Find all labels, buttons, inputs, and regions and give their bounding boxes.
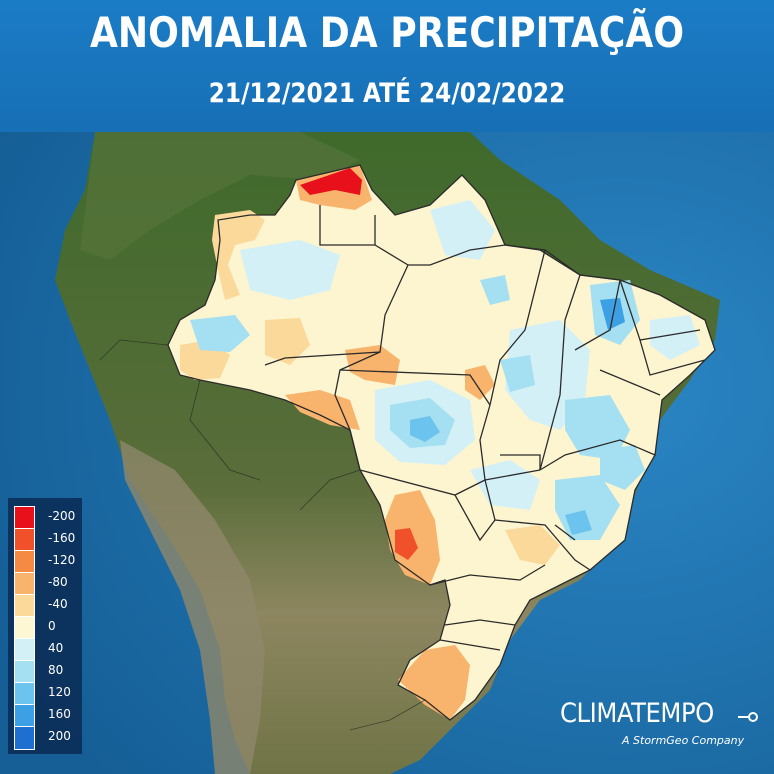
wet-anomalies — [190, 200, 700, 540]
anomaly-patch — [285, 390, 360, 430]
andes-region — [120, 440, 265, 774]
brazil-precipitation-map — [0, 132, 774, 774]
legend-label: 160 — [48, 707, 71, 721]
climatempo-logo: CLIMATEMPO A StormGeo Company — [560, 698, 760, 758]
legend-swatch — [14, 594, 35, 618]
legend-item: 120 — [14, 682, 82, 706]
legend-item: -80 — [14, 572, 82, 596]
legend-item: 40 — [14, 638, 82, 662]
legend-item: 0 — [14, 616, 82, 640]
legend-swatch — [14, 506, 35, 530]
country-borders — [99, 339, 426, 731]
legend-swatch — [14, 616, 35, 640]
anomaly-patch — [345, 345, 400, 385]
anomaly-patch — [212, 210, 265, 300]
color-scale-legend: -200 -160 -120 -80 -40 0 40 80 120 160 2… — [8, 498, 82, 754]
legend-item: 80 — [14, 660, 82, 684]
anomaly-patch — [265, 318, 310, 365]
legend-item: 200 — [14, 726, 82, 750]
legend-label: 0 — [48, 619, 56, 633]
legend-label: 80 — [48, 663, 64, 677]
anomaly-patch — [410, 416, 440, 442]
anomaly-patch — [480, 275, 510, 305]
legend-swatch — [14, 550, 35, 574]
anomaly-patch — [500, 355, 535, 392]
anomaly-patch — [395, 528, 418, 560]
legend-label: 120 — [48, 685, 71, 699]
anomaly-patch — [398, 645, 470, 720]
date-range-subtitle: 21/12/2021 ATÉ 24/02/2022 — [208, 78, 566, 109]
northern-coast-highlands — [80, 132, 360, 260]
anomaly-patch — [430, 200, 495, 260]
legend-item: -200 — [14, 506, 82, 530]
arrow-icon — [738, 712, 758, 722]
legend-label: -200 — [48, 509, 76, 523]
anomaly-patch — [650, 315, 700, 360]
brand-tagline: A StormGeo Company — [622, 734, 745, 747]
anomaly-patch — [505, 525, 560, 565]
anomaly-patch — [600, 445, 645, 490]
legend-item: -40 — [14, 594, 82, 618]
legend-item: -120 — [14, 550, 82, 574]
legend-swatch — [14, 726, 35, 750]
legend-label: -80 — [48, 575, 68, 589]
legend-label: 40 — [48, 641, 64, 655]
map-title: ANOMALIA DA PRECIPITAÇÃO — [89, 8, 685, 57]
brand-name: CLIMATEMPO — [560, 698, 714, 729]
legend-item: 160 — [14, 704, 82, 728]
legend-label: -40 — [48, 597, 68, 611]
anomaly-patch — [190, 315, 250, 352]
legend-item: -160 — [14, 528, 82, 552]
anomaly-patch — [300, 168, 362, 195]
legend-label: -160 — [48, 531, 76, 545]
header-banner: ANOMALIA DA PRECIPITAÇÃO 21/12/2021 ATÉ … — [0, 0, 774, 132]
dry-anomalies — [180, 165, 560, 720]
anomaly-patch — [565, 395, 630, 460]
legend-swatch — [14, 682, 35, 706]
anomaly-patch — [240, 240, 340, 300]
legend-label: -120 — [48, 553, 76, 567]
legend-swatch — [14, 572, 35, 596]
legend-swatch — [14, 528, 35, 552]
legend-swatch — [14, 704, 35, 728]
legend-label: 200 — [48, 729, 71, 743]
anomaly-patch — [465, 365, 495, 400]
legend-swatch — [14, 660, 35, 684]
anomaly-patch — [470, 460, 540, 510]
anomaly-patch — [565, 510, 592, 535]
anomaly-patch — [600, 298, 625, 330]
legend-swatch — [14, 638, 35, 662]
